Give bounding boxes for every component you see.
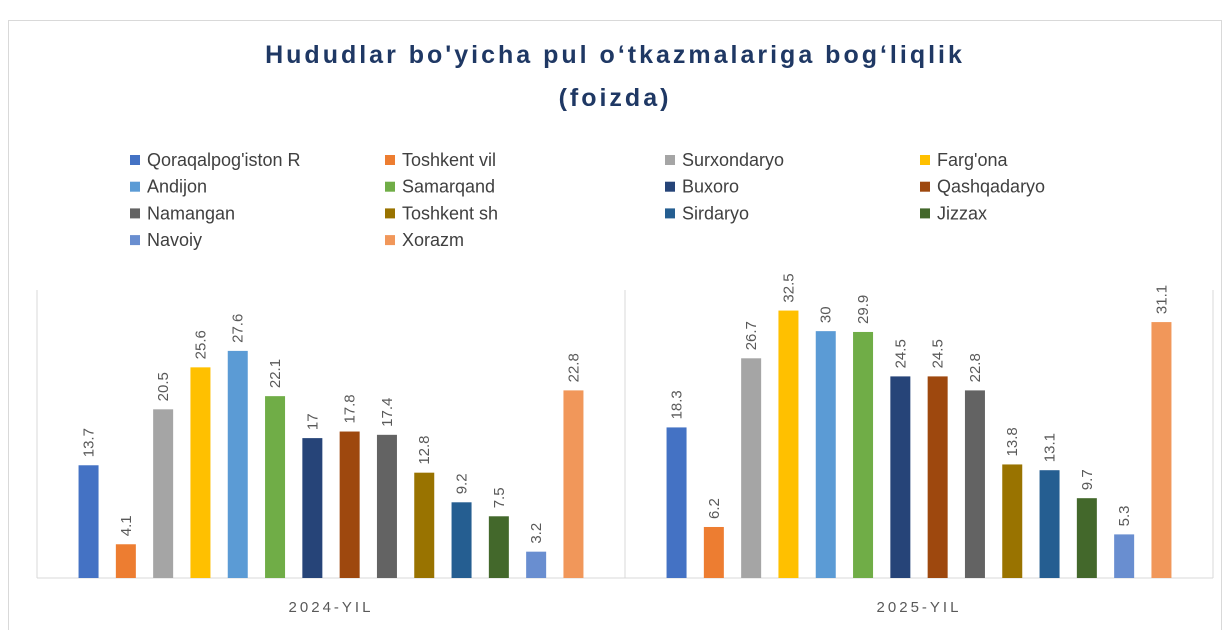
legend-swatch [385,155,395,165]
bar [451,502,472,578]
bar [78,465,99,578]
chart-border [8,20,1222,630]
legend-swatch [130,155,140,165]
bar [302,438,323,578]
data-label: 22.1 [267,359,284,388]
bar [964,390,985,578]
legend-label: Toshkent sh [402,203,498,223]
legend-swatch [920,155,930,165]
legend-label: Namangan [147,203,235,223]
bar [153,409,174,578]
bar [376,434,397,578]
bar [741,358,762,578]
bar [115,544,136,578]
data-label: 22.8 [967,353,984,382]
bar [339,431,360,578]
bar [1002,464,1023,578]
legend-label: Samarqand [402,177,495,197]
data-label: 24.5 [892,339,909,368]
legend-label: Surxondaryo [682,150,784,170]
bar [1151,322,1172,578]
data-label: 27.6 [230,314,247,343]
data-label: 17.8 [342,394,359,423]
bar [227,350,248,578]
x-tick-label: 2024-YIL [289,599,374,616]
data-label: 25.6 [192,330,209,359]
bar [1039,470,1060,578]
data-label: 13.1 [1042,433,1059,462]
legend-swatch [920,208,930,219]
legend-swatch [665,155,675,165]
legend-swatch [665,181,675,192]
data-label: 32.5 [780,273,797,302]
chart-title: Hududlar bo'yicha pul o‘tkazmalariga bog… [265,41,965,112]
legend-swatch [385,235,395,246]
legend-label: Toshkent vil [402,150,496,170]
data-label: 6.2 [706,498,723,519]
bar [703,526,724,578]
data-label: 4.1 [118,515,135,536]
bar [563,390,584,578]
legend-swatch [385,181,395,192]
x-tick-label: 2025-YIL [877,599,962,616]
legend-label: Qoraqalpog'iston R [147,150,301,170]
bar [890,376,911,578]
data-label: 7.5 [491,487,508,508]
bar [1076,498,1097,578]
legend-label: Jizzax [937,203,987,223]
legend-label: Andijon [147,177,207,197]
legend-swatch [130,235,140,246]
bar [414,472,435,578]
legend-label: Qashqadaryo [937,177,1045,197]
bar [488,516,509,578]
legend-swatch [920,181,930,192]
legend-swatch [130,181,140,192]
data-label: 30 [818,306,835,323]
data-label: 9.7 [1079,469,1096,490]
bar [265,396,286,578]
bar [526,551,547,578]
bar [927,376,948,578]
legend-label: Xorazm [402,230,464,250]
data-label: 22.8 [565,353,582,382]
data-label: 29.9 [855,295,872,324]
legend-label: Sirdaryo [682,203,749,223]
bar [815,331,836,578]
legend-label: Farg'ona [937,150,1008,170]
data-label: 13.7 [81,428,98,457]
legend-swatch [665,208,675,219]
data-label: 9.2 [454,473,471,494]
data-label: 17 [304,413,321,430]
data-label: 13.8 [1004,427,1021,456]
legend-swatch [130,208,140,219]
data-label: 24.5 [930,339,947,368]
bar [853,331,874,578]
bar [666,427,687,578]
data-label: 5.3 [1116,506,1133,527]
bar [190,367,211,578]
data-label: 3.2 [528,523,545,544]
data-label: 26.7 [743,321,760,350]
legend-swatch [385,208,395,219]
data-label: 17.4 [379,398,396,427]
data-label: 20.5 [155,372,172,401]
legend-label: Buxoro [682,177,739,197]
data-label: 12.8 [416,435,433,464]
data-label: 31.1 [1153,285,1170,314]
bar [1114,534,1135,578]
legend-label: Navoiy [147,230,202,250]
data-label: 18.3 [669,390,686,419]
bar [778,310,799,578]
